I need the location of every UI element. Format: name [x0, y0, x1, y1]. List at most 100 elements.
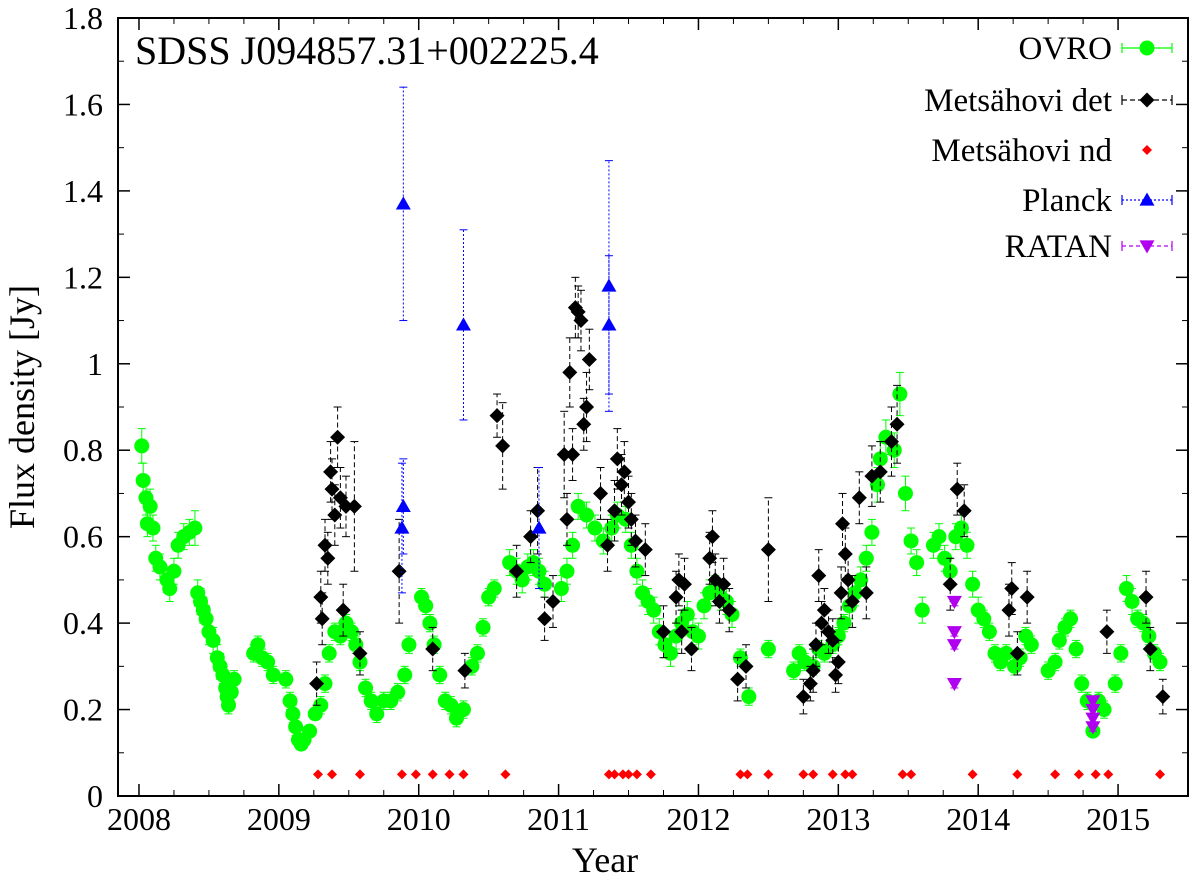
- ticks-layer: 2008 2009 2010 2011 2012 2013 2014 2015 0 0.2 0.4 0…: [63, 0, 1188, 837]
- legend-label: RATAN: [1005, 229, 1113, 265]
- data-point: [250, 637, 266, 653]
- data-point: [395, 498, 411, 513]
- data-point: [145, 520, 161, 536]
- data-point: [579, 399, 595, 415]
- x-tick-label: 2013: [806, 801, 870, 837]
- data-point: [565, 447, 581, 463]
- data-point: [553, 581, 569, 597]
- data-point: [354, 769, 365, 780]
- data-point: [346, 498, 362, 514]
- data-point: [909, 555, 925, 571]
- data-point: [614, 477, 630, 493]
- data-point: [623, 769, 634, 780]
- data-point: [1107, 676, 1123, 692]
- data-point: [760, 542, 776, 558]
- data-point: [937, 550, 953, 566]
- data-point: [786, 663, 802, 679]
- data-point: [142, 498, 158, 514]
- data-point: [187, 520, 203, 536]
- data-point: [808, 769, 819, 780]
- data-point: [323, 464, 339, 480]
- data-point: [872, 464, 888, 480]
- data-point: [134, 438, 150, 454]
- y-tick-label: 0: [87, 778, 103, 814]
- data-point: [676, 576, 692, 592]
- data-point: [573, 313, 589, 329]
- data-point: [844, 594, 860, 609]
- data-point: [302, 723, 318, 739]
- data-point: [486, 581, 502, 597]
- data-point: [835, 516, 851, 532]
- data-point: [704, 529, 720, 545]
- data-point: [892, 386, 908, 402]
- data-point: [830, 654, 846, 670]
- legend-marker: [1139, 240, 1155, 254]
- data-point: [825, 632, 841, 648]
- legend-label: Metsähovi nd: [931, 133, 1112, 169]
- data-point: [556, 447, 572, 463]
- data-point: [808, 637, 824, 653]
- data-point: [621, 494, 637, 510]
- data-point: [397, 667, 413, 683]
- data-point: [162, 581, 178, 597]
- data-point: [418, 598, 434, 614]
- data-point: [998, 645, 1014, 661]
- data-point: [1118, 581, 1134, 597]
- data-point: [1103, 769, 1114, 780]
- data-point: [603, 769, 614, 780]
- data-point: [321, 645, 337, 661]
- data-point: [152, 559, 168, 575]
- legend-entry-mets-hovi-nd: Metsähovi nd: [931, 133, 1152, 169]
- data-point: [559, 563, 575, 579]
- data-point: [422, 615, 438, 631]
- y-tick-label: 1.4: [63, 173, 103, 209]
- data-point: [475, 619, 491, 635]
- data-point: [889, 416, 905, 432]
- data-point: [1138, 589, 1154, 605]
- data-point: [1090, 769, 1101, 780]
- y-tick-label: 1.8: [63, 0, 103, 36]
- y-tick-label: 0.8: [63, 432, 103, 468]
- data-point: [760, 641, 776, 657]
- data-point: [1073, 769, 1084, 780]
- data-point: [432, 667, 448, 683]
- data-point: [500, 769, 511, 780]
- data-point: [285, 706, 301, 722]
- data-point: [655, 624, 671, 640]
- data-point: [795, 689, 811, 705]
- data-point: [763, 769, 774, 780]
- data-point: [735, 769, 746, 780]
- data-point: [495, 438, 511, 454]
- data-point: [317, 676, 333, 692]
- data-point: [942, 576, 958, 592]
- data-point: [320, 550, 336, 566]
- data-point: [587, 520, 603, 536]
- data-point: [1096, 702, 1112, 718]
- data-point: [946, 639, 962, 653]
- data-point: [679, 606, 695, 622]
- data-point: [1155, 769, 1166, 780]
- x-tick-label: 2009: [247, 801, 311, 837]
- data-point: [965, 576, 981, 592]
- data-point: [1047, 654, 1063, 670]
- data-point: [946, 626, 962, 640]
- data-point: [335, 602, 351, 618]
- data-point: [858, 550, 874, 566]
- y-tick-label: 1.2: [63, 259, 103, 295]
- y-tick-label: 1: [87, 346, 103, 382]
- data-point: [1004, 581, 1020, 597]
- data-point: [827, 769, 838, 780]
- data-point: [427, 769, 438, 780]
- data-point: [914, 602, 930, 618]
- legend-entry-ratan: RATAN: [1005, 229, 1173, 265]
- data-point: [363, 693, 379, 709]
- data-point: [324, 481, 340, 497]
- data-point: [395, 196, 411, 210]
- data-point: [260, 654, 276, 670]
- legend-label: Planck: [1022, 183, 1112, 219]
- data-point: [662, 645, 678, 661]
- legend-label: Metsähovi det: [924, 83, 1112, 119]
- data-point: [600, 537, 616, 553]
- x-tick-label: 2011: [527, 801, 590, 837]
- data-point: [828, 667, 844, 683]
